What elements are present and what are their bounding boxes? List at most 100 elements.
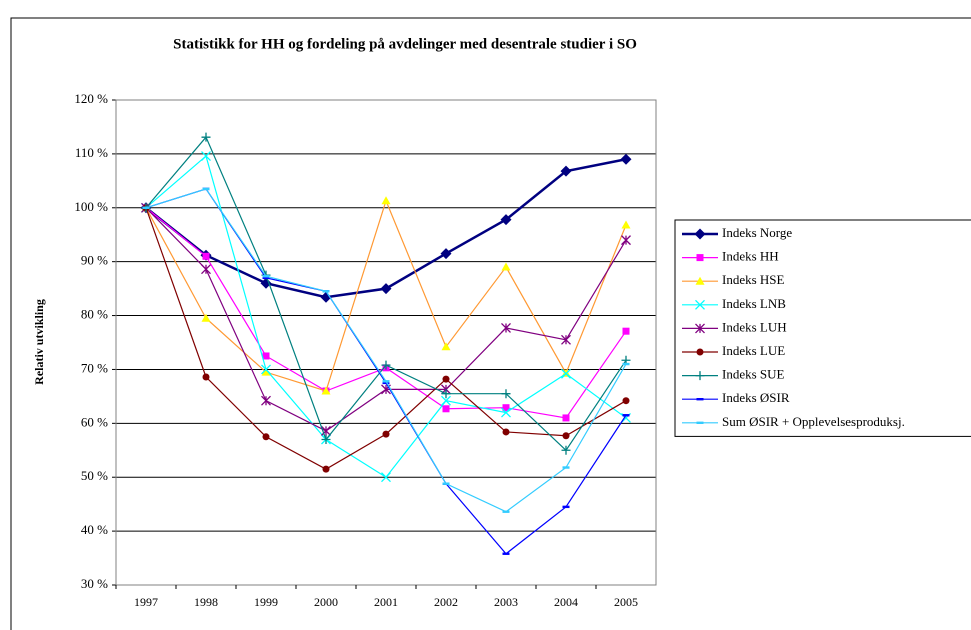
- marker: [621, 220, 631, 229]
- marker: [261, 367, 271, 376]
- y-tick-label: 30 %: [81, 576, 108, 591]
- marker: [501, 322, 511, 333]
- marker: [382, 430, 390, 438]
- marker: [260, 277, 272, 289]
- marker: [622, 397, 630, 405]
- marker: [382, 381, 390, 385]
- marker: [695, 299, 705, 310]
- marker: [695, 276, 705, 285]
- legend-label: Indeks LUE: [722, 343, 785, 358]
- marker: [442, 482, 450, 485]
- marker: [561, 334, 571, 345]
- marker: [696, 398, 704, 401]
- y-tick-label: 70 %: [81, 360, 108, 375]
- marker: [442, 375, 450, 383]
- legend-label: Sum ØSIR + Opplevelsesproduksj.: [722, 414, 905, 429]
- y-tick-label: 90 %: [81, 253, 108, 268]
- legend-label: Indeks ØSIR: [722, 390, 790, 405]
- y-tick-label: 100 %: [74, 199, 108, 214]
- marker: [381, 196, 391, 205]
- marker: [261, 395, 271, 406]
- y-tick-label: 120 %: [74, 91, 108, 106]
- marker: [561, 368, 571, 379]
- marker: [562, 414, 570, 422]
- y-tick-label: 40 %: [81, 522, 108, 537]
- marker: [695, 323, 705, 334]
- x-tick-label: 2003: [494, 595, 518, 609]
- x-tick-label: 1997: [134, 595, 158, 609]
- marker: [501, 262, 511, 271]
- marker: [622, 362, 630, 366]
- legend-box: [674, 219, 971, 437]
- marker: [262, 276, 270, 280]
- marker: [440, 248, 452, 260]
- legend-label: Indeks LUH: [722, 319, 787, 334]
- marker: [696, 348, 704, 356]
- x-tick-label: 1998: [194, 595, 218, 609]
- legend-label: Indeks HSE: [722, 272, 785, 287]
- marker: [560, 165, 572, 177]
- marker: [562, 432, 570, 440]
- marker: [620, 153, 632, 165]
- marker: [202, 252, 210, 260]
- marker: [562, 466, 570, 469]
- marker: [694, 228, 706, 240]
- marker: [382, 380, 390, 383]
- marker: [696, 254, 704, 262]
- y-axis-label: Relativ utvikling: [32, 299, 46, 385]
- marker: [500, 214, 512, 226]
- marker: [502, 404, 510, 412]
- marker: [321, 435, 331, 444]
- marker: [321, 386, 331, 395]
- marker: [562, 505, 570, 509]
- marker: [441, 342, 451, 351]
- marker: [322, 465, 330, 473]
- legend-label: Indeks LNB: [722, 296, 786, 311]
- marker: [201, 151, 211, 162]
- legend-label: Indeks Norge: [722, 225, 792, 240]
- x-tick-label: 2001: [374, 595, 398, 609]
- marker: [381, 472, 391, 483]
- marker: [321, 425, 331, 436]
- marker: [322, 290, 330, 293]
- marker: [502, 552, 510, 555]
- y-tick-label: 110 %: [75, 145, 108, 160]
- y-tick-label: 80 %: [81, 307, 108, 322]
- plot-border: [115, 99, 657, 586]
- x-tick-label: 2004: [554, 595, 578, 609]
- marker: [381, 360, 391, 370]
- chart-title: Statistikk for HH og fordeling på avdeli…: [173, 36, 637, 52]
- x-tick-label: 2005: [614, 595, 638, 609]
- marker: [622, 414, 630, 417]
- marker: [202, 373, 210, 381]
- marker: [501, 389, 511, 399]
- marker: [695, 371, 705, 381]
- x-tick-label: 2002: [434, 595, 458, 609]
- marker: [441, 395, 451, 406]
- marker: [621, 235, 631, 246]
- marker: [201, 132, 211, 142]
- marker: [380, 283, 392, 295]
- x-tick-label: 2000: [314, 595, 338, 609]
- marker: [201, 264, 211, 275]
- marker: [696, 421, 704, 424]
- marker: [262, 433, 270, 441]
- marker: [502, 510, 510, 513]
- legend-label: Indeks SUE: [722, 367, 785, 382]
- marker: [202, 187, 210, 191]
- x-tick-label: 1999: [254, 595, 278, 609]
- marker: [561, 445, 571, 455]
- marker: [442, 405, 450, 413]
- marker: [622, 327, 630, 335]
- marker: [262, 275, 270, 278]
- legend: Indeks Norge Indeks HH Indeks HSE Indeks LN…: [674, 219, 971, 437]
- marker: [501, 407, 511, 418]
- y-tick-label: 60 %: [81, 414, 108, 429]
- marker: [441, 389, 451, 399]
- marker: [502, 428, 510, 436]
- marker: [261, 364, 271, 375]
- legend-label: Indeks HH: [722, 249, 779, 264]
- marker: [201, 313, 211, 322]
- y-tick-label: 50 %: [81, 468, 108, 483]
